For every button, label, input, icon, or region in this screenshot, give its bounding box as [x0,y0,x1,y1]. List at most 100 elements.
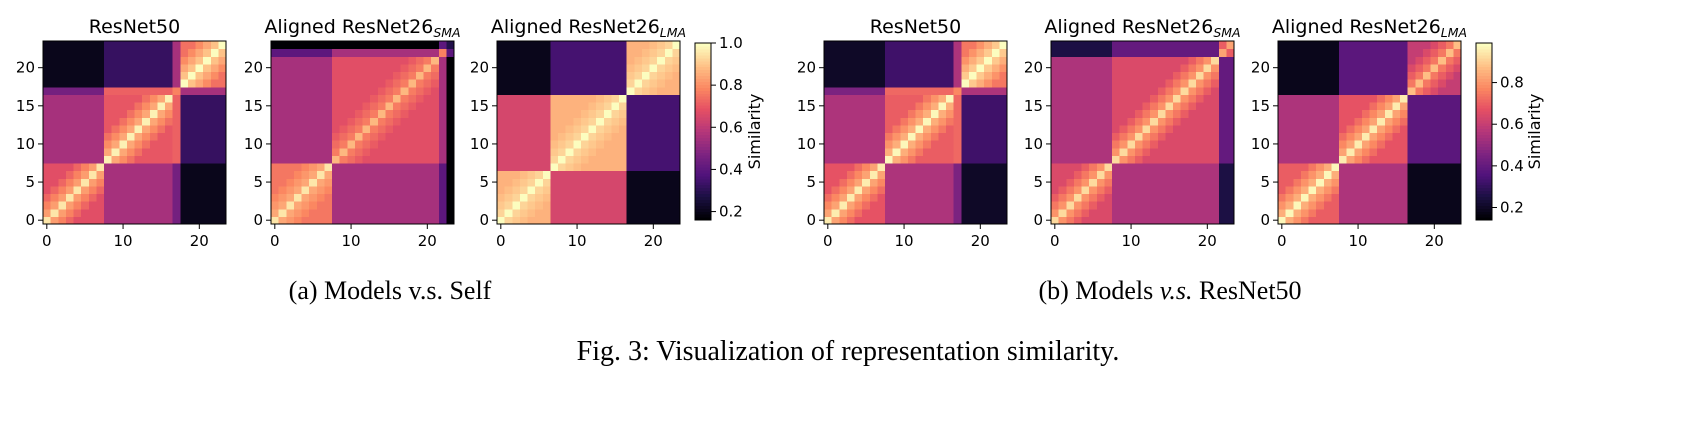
heatmap-cell [88,147,97,156]
heatmap-cell [634,208,643,217]
heatmap-cell [953,185,962,195]
plot-frame [1050,40,1235,225]
heatmap-cell [1323,178,1332,187]
heatmap-cell [286,147,295,156]
heatmap-cell [1096,178,1105,187]
heatmap-cell [946,170,955,179]
heatmap-cell [81,216,90,225]
heatmap-cell [542,147,551,156]
heatmap-cell [81,63,90,73]
heatmap-cell [1127,170,1136,179]
heatmap-cell [1089,170,1098,179]
heatmap-cell [142,79,151,88]
heatmap-cell [512,41,521,50]
heatmap-cell [619,56,628,65]
heatmap-cell [377,147,386,156]
heatmap-cell [142,63,151,73]
heatmap-cell [446,216,455,225]
heatmap-cell [831,56,840,65]
heatmap-cell [1438,155,1447,164]
heatmap-cell [96,56,105,65]
heatmap-cell [180,109,189,118]
heatmap-cell [1104,94,1113,103]
heatmap-cell [332,41,341,50]
heatmap-cell [1377,63,1386,73]
heatmap-cell [1438,109,1447,118]
heatmap-cell [565,155,574,164]
heatmap-cell [1127,41,1136,50]
heatmap-cell [596,132,605,141]
heatmap-cell [309,178,318,187]
heatmap-cell [626,56,635,65]
heatmap-cell [58,132,67,141]
heatmap-cell [1285,185,1294,195]
heatmap-cell [104,48,113,57]
heatmap-cell [664,117,673,126]
heatmap-cell [324,140,333,149]
heatmap-cell [1119,178,1128,187]
heatmap-cell [1051,109,1060,118]
heatmap-cell [1180,48,1189,57]
heatmap-cell [1157,71,1166,80]
heatmap-cell [915,86,924,95]
heatmap-cell [1218,71,1227,80]
heatmap-cell [415,170,425,179]
heatmap-cell [596,41,605,50]
heatmap-cell [907,124,917,134]
plot-frame [1277,40,1462,225]
heatmap-cell [596,48,605,57]
heatmap-cell [301,170,310,179]
heatmap-cell [900,193,909,202]
heatmap-cell [301,201,310,210]
heatmap-cell [354,132,364,141]
heatmap-cell [1453,201,1462,210]
heatmap-cell [1308,63,1317,73]
heatmap-cell [1453,147,1462,156]
heatmap-cell [1203,132,1212,141]
heatmap-cell [877,71,886,80]
heatmap-cell [854,109,863,118]
heatmap-cell [354,216,364,225]
heatmap-cell [641,41,651,50]
heatmap-cell [218,178,227,187]
heatmap-cell [332,193,341,202]
heatmap-cell [1384,71,1393,80]
heatmap-cell [1180,132,1189,141]
heatmap-cell [1211,178,1220,187]
heatmap-cell [892,63,901,73]
heatmap-cell [157,102,166,111]
heatmap-cell [968,109,978,118]
heatmap-cell [385,147,394,156]
heatmap-cell [81,140,90,149]
heatmap-cell [1430,63,1439,73]
heatmap-cell [862,79,871,88]
heatmap-cell [504,185,513,195]
heatmap-cell [824,86,833,95]
heatmap-cell [1285,147,1294,156]
heatmap-cell [1104,193,1113,202]
heatmap-cell [1308,216,1317,225]
heatmap-cell [362,193,371,202]
colorbar-tick-label: 0.2 [1500,199,1524,217]
heatmap-cell [1300,79,1310,88]
heatmap-cell [165,170,174,179]
heatmap-cell [542,56,551,65]
heatmap-cell [1073,147,1083,156]
heatmap-cell [984,193,993,202]
heatmap-cell [999,147,1008,156]
heatmap-cell [393,155,402,164]
heatmap-cell [438,170,447,179]
heatmap-cell [142,94,151,103]
heatmap-cell [976,185,985,195]
heatmap-cell [877,216,886,225]
heatmap-cell [58,117,67,126]
heatmap-cell [550,185,559,195]
heatmap-cell [611,216,620,225]
heatmap-cell [1073,117,1083,126]
heatmap-cell [1051,178,1060,187]
heatmap-cell [218,216,227,225]
heatmap-cell [309,201,318,210]
heatmap-cell [88,132,97,141]
heatmap-cell [846,201,856,210]
heatmap-cell [1134,94,1144,103]
